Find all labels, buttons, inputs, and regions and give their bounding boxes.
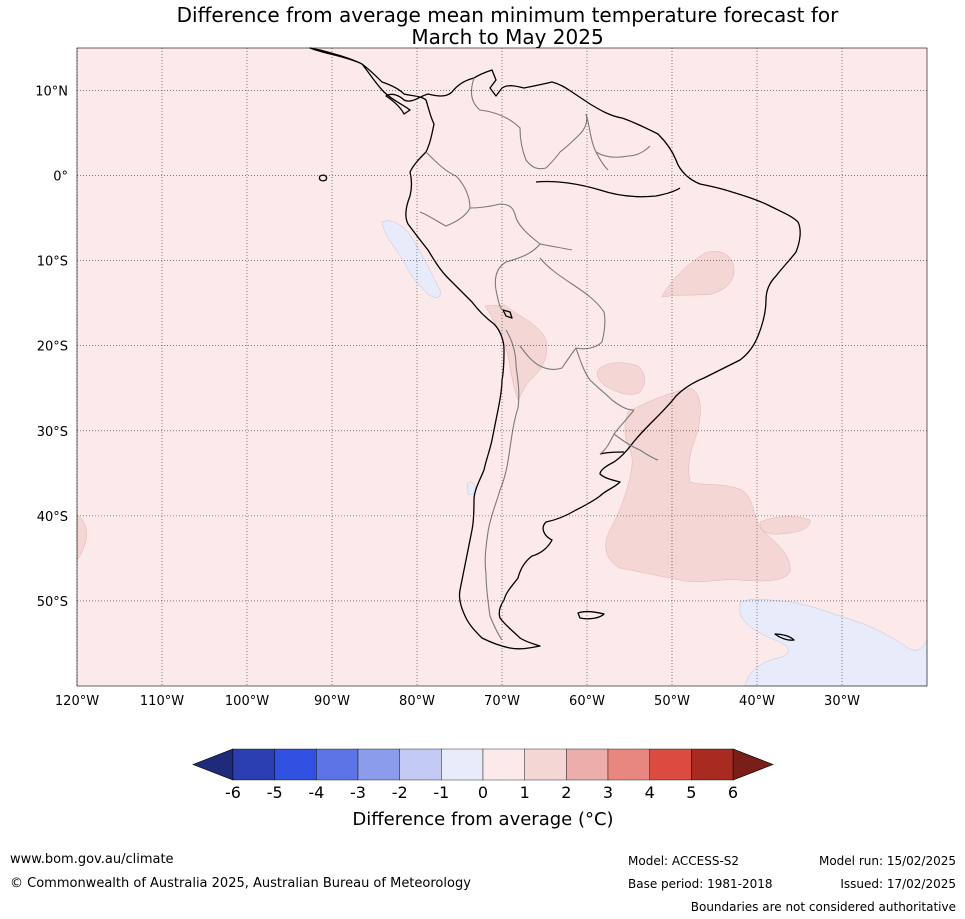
colorbar-segment [482,748,525,781]
longitude-labels: 120°W 110°W 100°W 90°W 80°W 70°W 60°W 50°W 40°W 3… [55,694,860,709]
colorbar-under-arrow [192,748,234,781]
longitude-label: 60°W [569,694,605,709]
south-georgia-outline [774,633,795,641]
footer-copyright: © Commonwealth of Australia 2025, Austra… [10,876,471,891]
warm-patch-west-pacific [76,514,87,561]
latitude-label: 10°N [35,85,68,100]
longitude-label: 70°W [484,694,520,709]
title-line-1: Difference from average mean minimum tem… [176,3,839,27]
colorbar-tick-label: -1 [433,783,449,802]
footer-disclaimer: Boundaries are not considered authoritat… [690,900,956,914]
colorbar-segment [232,748,275,781]
colorbar-title: Difference from average (°C) [352,809,614,830]
title-line-2: March to May 2025 [411,25,604,49]
colorbar-tick-label: 4 [645,783,655,802]
latitude-label: 50°S [37,595,68,610]
latitude-label: 0° [53,170,68,185]
anomaly-patches-warm [76,251,811,583]
border-colombia-venezuela [470,77,561,170]
colorbar-segment [691,748,734,781]
colorbar-tick-label: 2 [561,783,571,802]
amazon-river [535,180,681,198]
colorbar-tick-label: 6 [728,783,738,802]
colorbar-tick-label: -5 [267,783,283,802]
colorbar-tick-label: -3 [350,783,366,802]
colorbar-segment [607,748,650,781]
longitude-label: 110°W [140,694,184,709]
warm-patch-northeast-brazil [661,251,735,298]
colorbar-over-arrow [732,748,774,781]
longitude-label: 100°W [225,694,269,709]
border-brazil-states [539,151,609,251]
footer-base-period: Base period: 1981-2018 [628,877,773,891]
cool-patch-peru-coast [381,220,441,298]
latitude-label: 20°S [37,340,68,355]
rio-de-la-plata [599,451,625,455]
country-borders [419,77,659,641]
longitude-label: 80°W [399,694,435,709]
warm-patch-altiplano [484,304,548,401]
longitude-label: 30°W [824,694,860,709]
longitude-label: 40°W [739,694,775,709]
longitude-label: 50°W [654,694,690,709]
latitude-labels: 10°N 0° 10°S 20°S 30°S 40°S 50°S [35,85,68,610]
colorbar-tick-label: -2 [392,783,408,802]
colorbar-segment [316,748,359,781]
colorbar: -6 -5 -4 -3 -2 -1 0 1 2 3 4 5 6 [192,748,774,802]
border-chile-argentina [484,329,520,641]
border-venezuela-guyana [559,113,588,153]
south-america-coastline [309,47,801,650]
map-area [76,47,928,687]
border-paraguay [575,347,635,411]
colorbar-segment [566,748,609,781]
colorbar-tick-label: 5 [686,783,696,802]
colorbar-segment [357,748,400,781]
longitude-label: 120°W [55,694,99,709]
colorbar-segment [399,748,442,781]
footer-issued: Issued: 17/02/2025 [840,877,956,891]
coastlines [309,47,801,650]
colorbar-tick-label: -6 [225,783,241,802]
border-brazil-argentina-uruguay [599,409,659,461]
footer-model: Model: ACCESS-S2 [628,854,740,868]
colorbar-segment [441,748,484,781]
anomaly-patches-cool [381,220,928,687]
latitude-label: 40°S [37,510,68,525]
colorbar-tick-label: 1 [520,783,530,802]
colorbar-segment [524,748,567,781]
warm-patch-east-atlantic [759,516,811,535]
falklands-outline [577,610,605,620]
footer-model-run: Model run: 15/02/2025 [818,854,956,868]
colorbar-segment [649,748,692,781]
latitude-label: 30°S [37,425,68,440]
lake-titicaca [502,309,513,319]
colorbar-tick-label: -4 [308,783,324,802]
latitude-label: 10°S [37,255,68,270]
longitude-label: 90°W [314,694,350,709]
footer-url: www.bom.gov.au/climate [10,852,174,867]
warm-patch-paraguay [597,362,645,395]
map-title: Difference from average mean minimum tem… [0,4,965,48]
border-guianas [585,113,651,158]
cool-patch-south-atlantic [739,599,928,687]
colorbar-tick-label: 3 [603,783,613,802]
colorbar-tick-label: 0 [478,783,488,802]
border-bolivia [519,257,606,370]
warm-patch-south-atlantic [605,387,791,583]
galapagos-outline [318,174,328,182]
map-frame [76,47,928,687]
colorbar-segment [274,748,317,781]
